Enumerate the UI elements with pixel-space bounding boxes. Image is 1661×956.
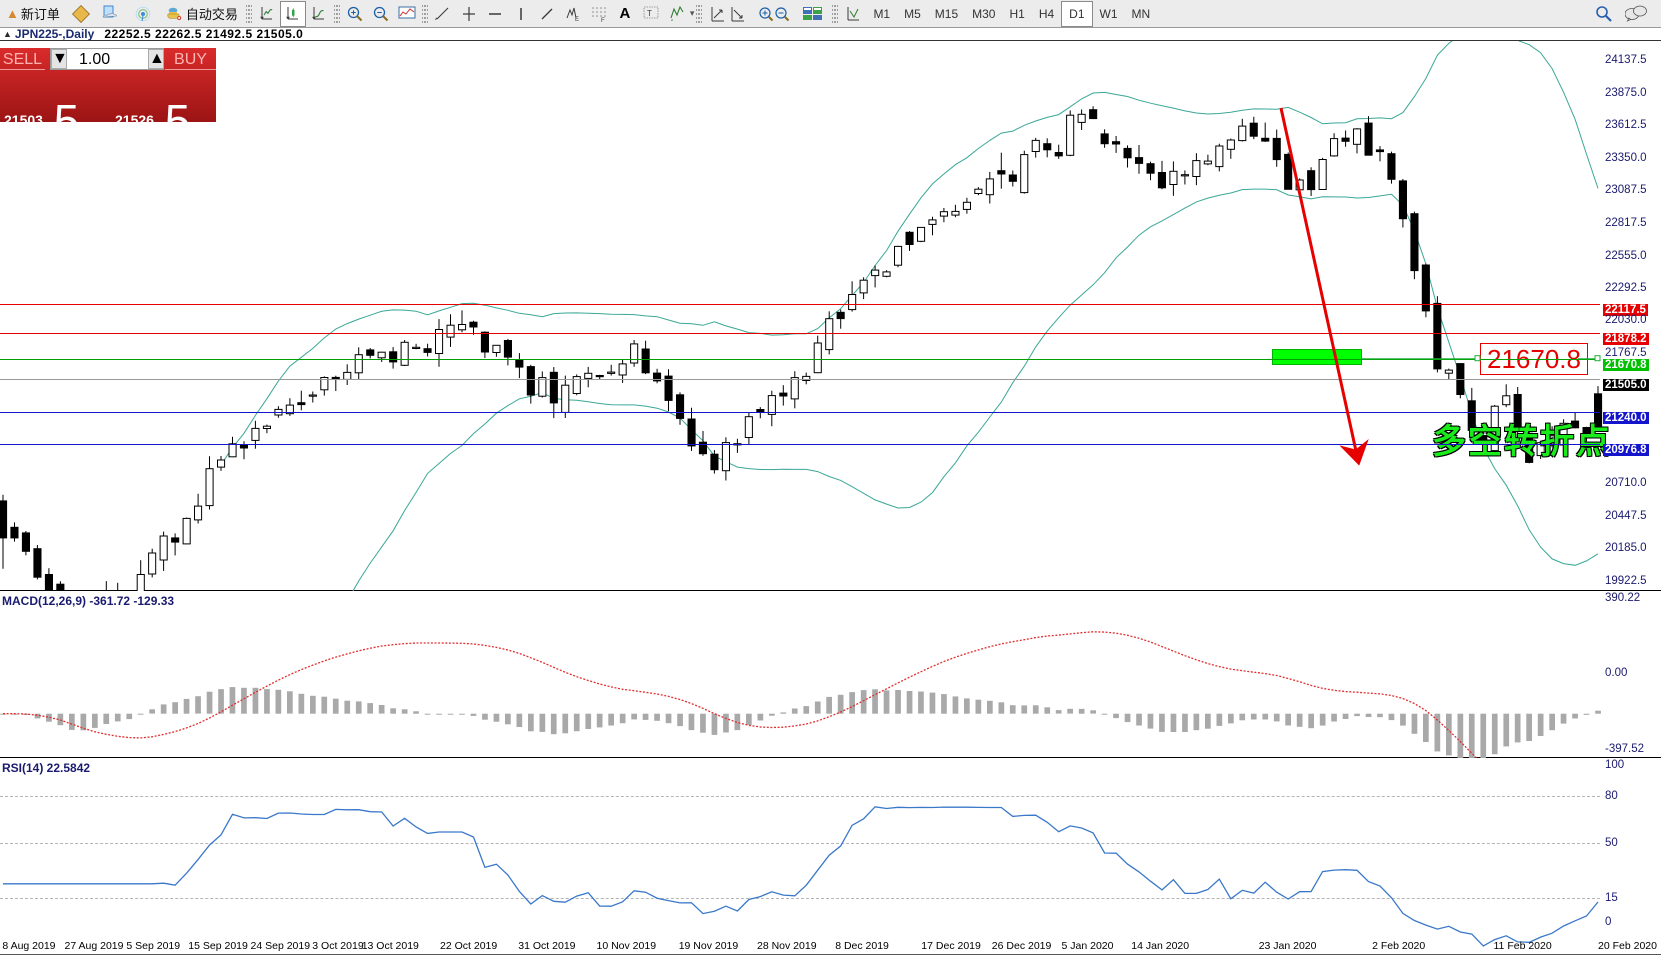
svg-text:E: E [575, 17, 579, 23]
svg-text:T: T [647, 9, 652, 18]
svg-text:F: F [601, 18, 605, 23]
